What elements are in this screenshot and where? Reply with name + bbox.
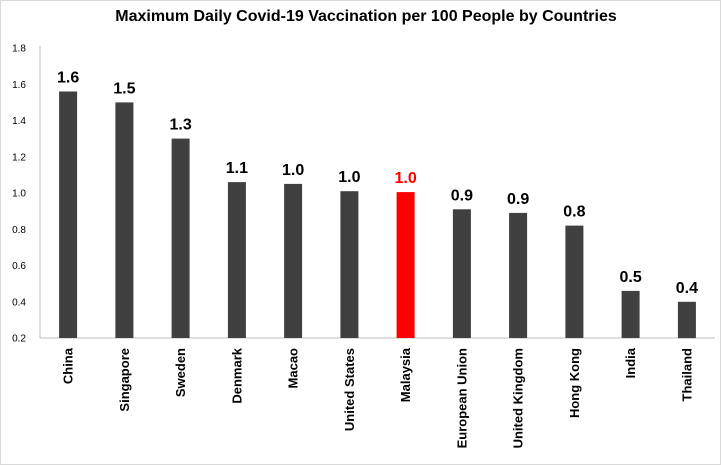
bar-united-kingdom bbox=[509, 212, 528, 338]
bar-denmark bbox=[227, 182, 246, 338]
y-tick-label: 1.6 bbox=[12, 80, 26, 91]
bar-india bbox=[621, 290, 640, 338]
data-label: 0.5 bbox=[619, 269, 641, 286]
data-label: 0.9 bbox=[507, 191, 529, 208]
chart-title: Maximum Daily Covid-19 Vaccination per 1… bbox=[115, 8, 617, 25]
x-tick-label: European Union bbox=[454, 348, 469, 448]
data-label: 1.1 bbox=[226, 160, 248, 177]
data-label: 0.4 bbox=[676, 280, 698, 297]
bars bbox=[59, 91, 696, 339]
data-label: 1.0 bbox=[394, 170, 416, 187]
y-tick-label: 0.8 bbox=[12, 225, 26, 236]
data-label: 0.8 bbox=[563, 204, 585, 221]
y-tick-label: 1.2 bbox=[12, 152, 26, 163]
x-tick-label: Thailand bbox=[679, 348, 694, 402]
bar-macao bbox=[284, 183, 303, 338]
y-tick-label: 1.8 bbox=[12, 44, 26, 55]
y-tick-label: 1.0 bbox=[12, 189, 26, 200]
x-tick-label: Hong Kong bbox=[567, 348, 582, 418]
bar-sweden bbox=[171, 138, 190, 338]
bar-china bbox=[59, 91, 78, 338]
x-tick-label: United Kingdom bbox=[511, 348, 526, 448]
bar-european-union bbox=[452, 209, 471, 338]
x-tick-label: Macao bbox=[286, 348, 301, 389]
data-label: 1.3 bbox=[169, 117, 191, 134]
y-tick-label: 0.6 bbox=[12, 261, 26, 272]
data-label: 1.0 bbox=[338, 169, 360, 186]
bar-hong-kong bbox=[565, 225, 584, 338]
x-tick-label: Denmark bbox=[229, 347, 244, 403]
y-axis: 0.2 0.4 0.6 0.8 1.0 1.2 1.4 1.6 1.8 bbox=[12, 44, 715, 345]
data-label: 0.9 bbox=[451, 187, 473, 204]
x-tick-label: Malaysia bbox=[398, 347, 413, 402]
data-labels: 1.6 1.5 1.3 1.1 1.0 1.0 1.0 0.9 0.9 0.8 0.5 0.4 bbox=[57, 70, 698, 297]
y-tick-label: 0.2 bbox=[12, 334, 26, 345]
x-axis-labels: China Singapore Sweden Denmark Macao United S… bbox=[61, 347, 695, 448]
data-label: 1.0 bbox=[282, 162, 304, 179]
x-tick-label: India bbox=[623, 347, 638, 378]
bar-singapore bbox=[115, 102, 134, 339]
bar-united-states bbox=[340, 191, 359, 338]
data-label: 1.5 bbox=[113, 80, 135, 97]
bar-malaysia bbox=[396, 192, 415, 338]
x-tick-label: Singapore bbox=[117, 348, 132, 412]
y-tick-label: 0.4 bbox=[12, 297, 26, 308]
bar-thailand bbox=[677, 301, 696, 339]
y-tick-label: 1.4 bbox=[12, 116, 26, 127]
x-tick-label: Sweden bbox=[173, 348, 188, 397]
data-label: 1.6 bbox=[57, 70, 79, 87]
x-tick-label: China bbox=[61, 347, 76, 384]
x-tick-label: United States bbox=[342, 348, 357, 431]
